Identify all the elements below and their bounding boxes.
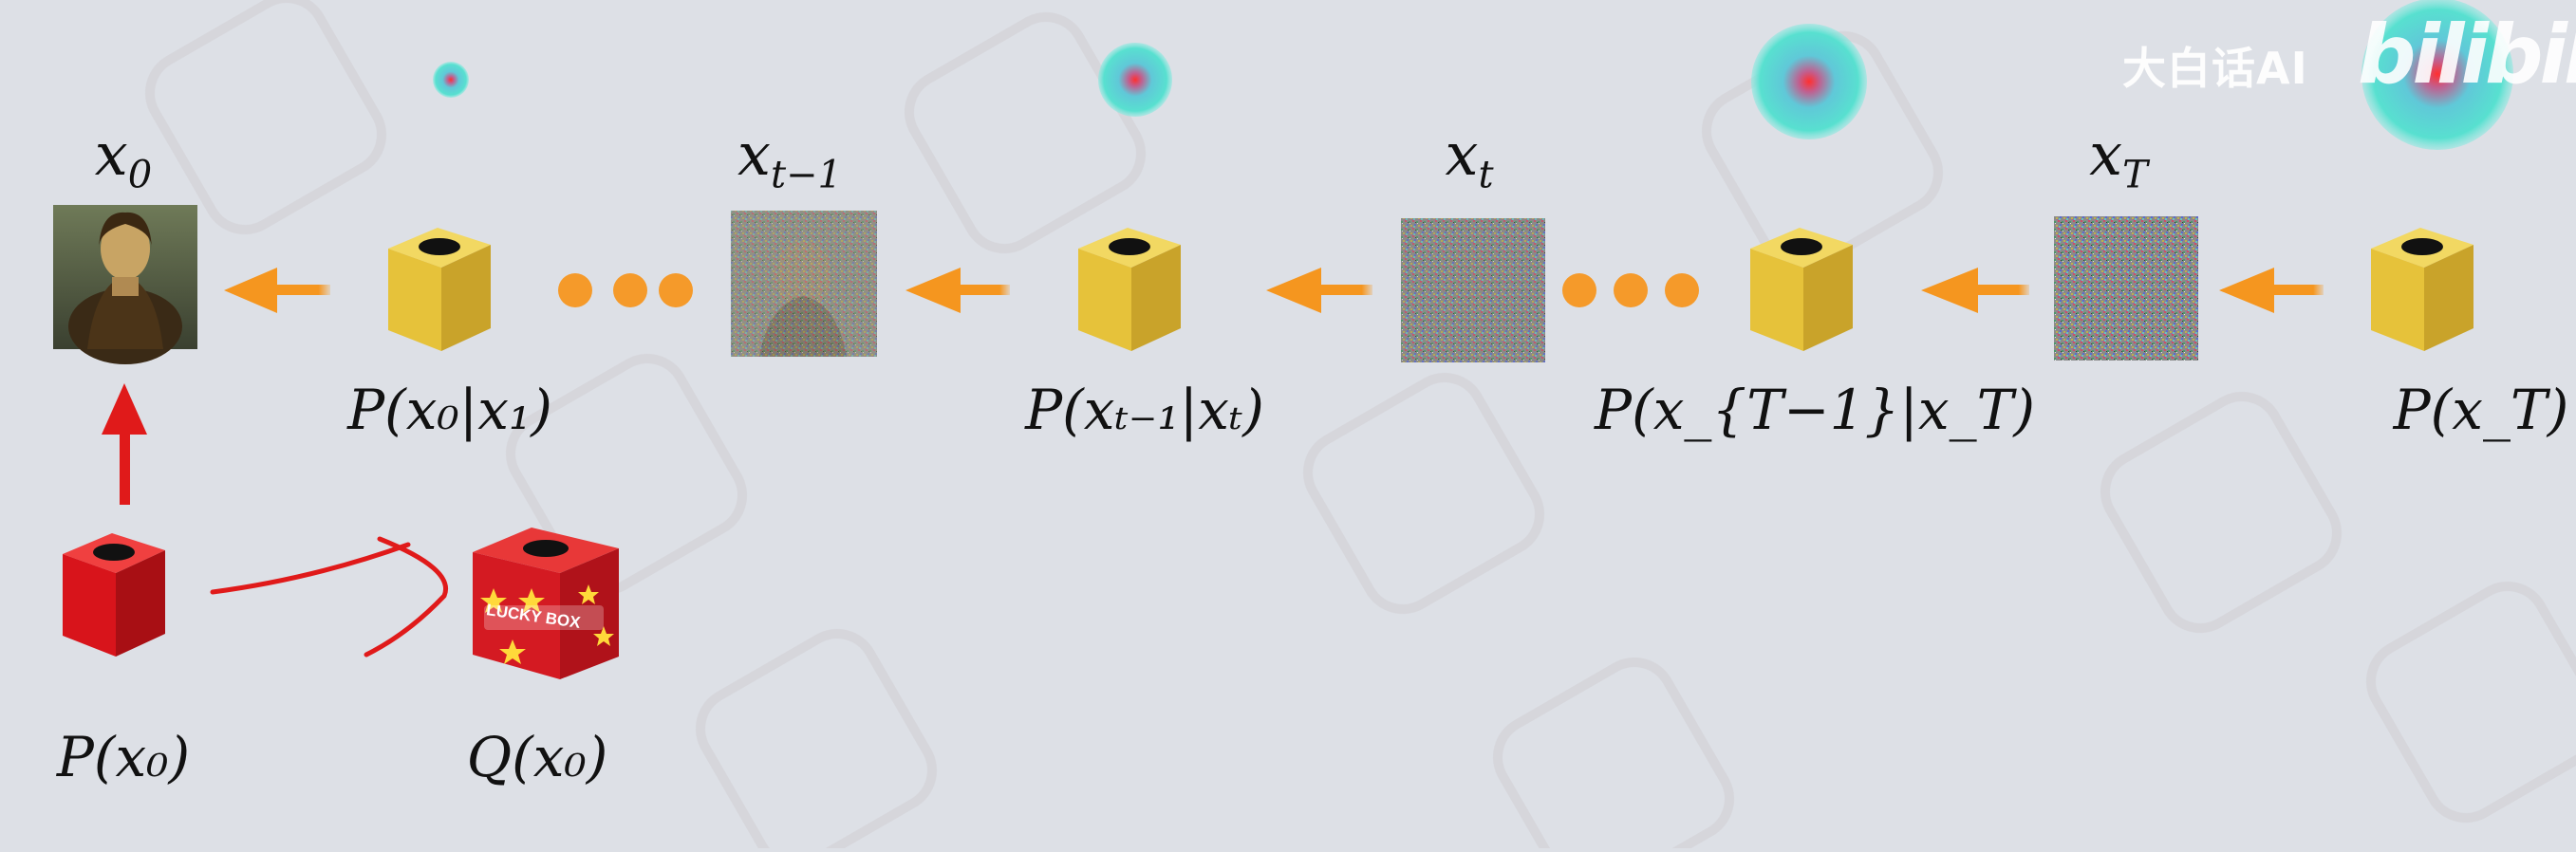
lucky-box [473,528,619,679]
label-xT-sub: T [2122,153,2148,197]
noise-sphere-xlarge [2361,0,2513,150]
label-p-x0-given-x1: P(x₀|x₁) [347,378,552,442]
noise-sphere-medium [1098,43,1172,117]
orange-arrow-4 [1921,268,2029,313]
red-curve-arrow [210,536,448,658]
orange-arrow-2 [905,268,1010,313]
yellow-box-3 [1750,228,1853,351]
ellipsis-dots-2 [1562,273,1699,307]
label-p-xT1-given-xT: P(x_{T−1}|x_T) [1595,378,2035,442]
label-p-x0: P(x₀) [56,725,191,789]
label-xt-sub: t [1478,153,1494,197]
label-x0-sub: 0 [127,153,153,197]
label-x0-main: x [94,120,128,189]
label-xt-main: x [1445,120,1479,189]
label-xt1-sub: t−1 [770,153,843,197]
label-p-xt1-given-xt: P(xₜ₋₁|xₜ) [1025,378,1264,442]
bilibili-logo: bilibili [2358,8,2576,102]
image-xt-minus-1 [731,211,877,357]
label-p-xT: P(x_T) [2393,378,2569,442]
orange-arrow-5 [2219,268,2324,313]
noise-sphere-large [1751,24,1867,139]
background-pattern [145,0,2576,852]
label-x0: x0 [95,120,152,196]
orange-arrow-1 [224,268,330,313]
red-box [63,533,165,657]
yellow-box-2 [1078,228,1181,351]
image-x0 [53,205,197,364]
label-xt-minus-1: xt−1 [737,120,842,196]
image-xt [1401,218,1545,362]
channel-watermark: 大白话AI [2122,43,2308,94]
label-xt: xt [1445,120,1493,196]
label-xt1-main: x [737,120,771,189]
label-xT-main: x [2089,120,2123,189]
ellipsis-dots-1 [558,273,693,307]
yellow-box-1 [388,228,491,351]
label-xT: xT [2089,120,2148,196]
label-q-x0: Q(x₀) [466,725,608,789]
orange-arrow-3 [1266,268,1372,313]
red-up-arrow [102,383,147,505]
yellow-box-4 [2371,228,2473,351]
noise-sphere-small [433,62,469,98]
image-xT [2054,216,2198,361]
